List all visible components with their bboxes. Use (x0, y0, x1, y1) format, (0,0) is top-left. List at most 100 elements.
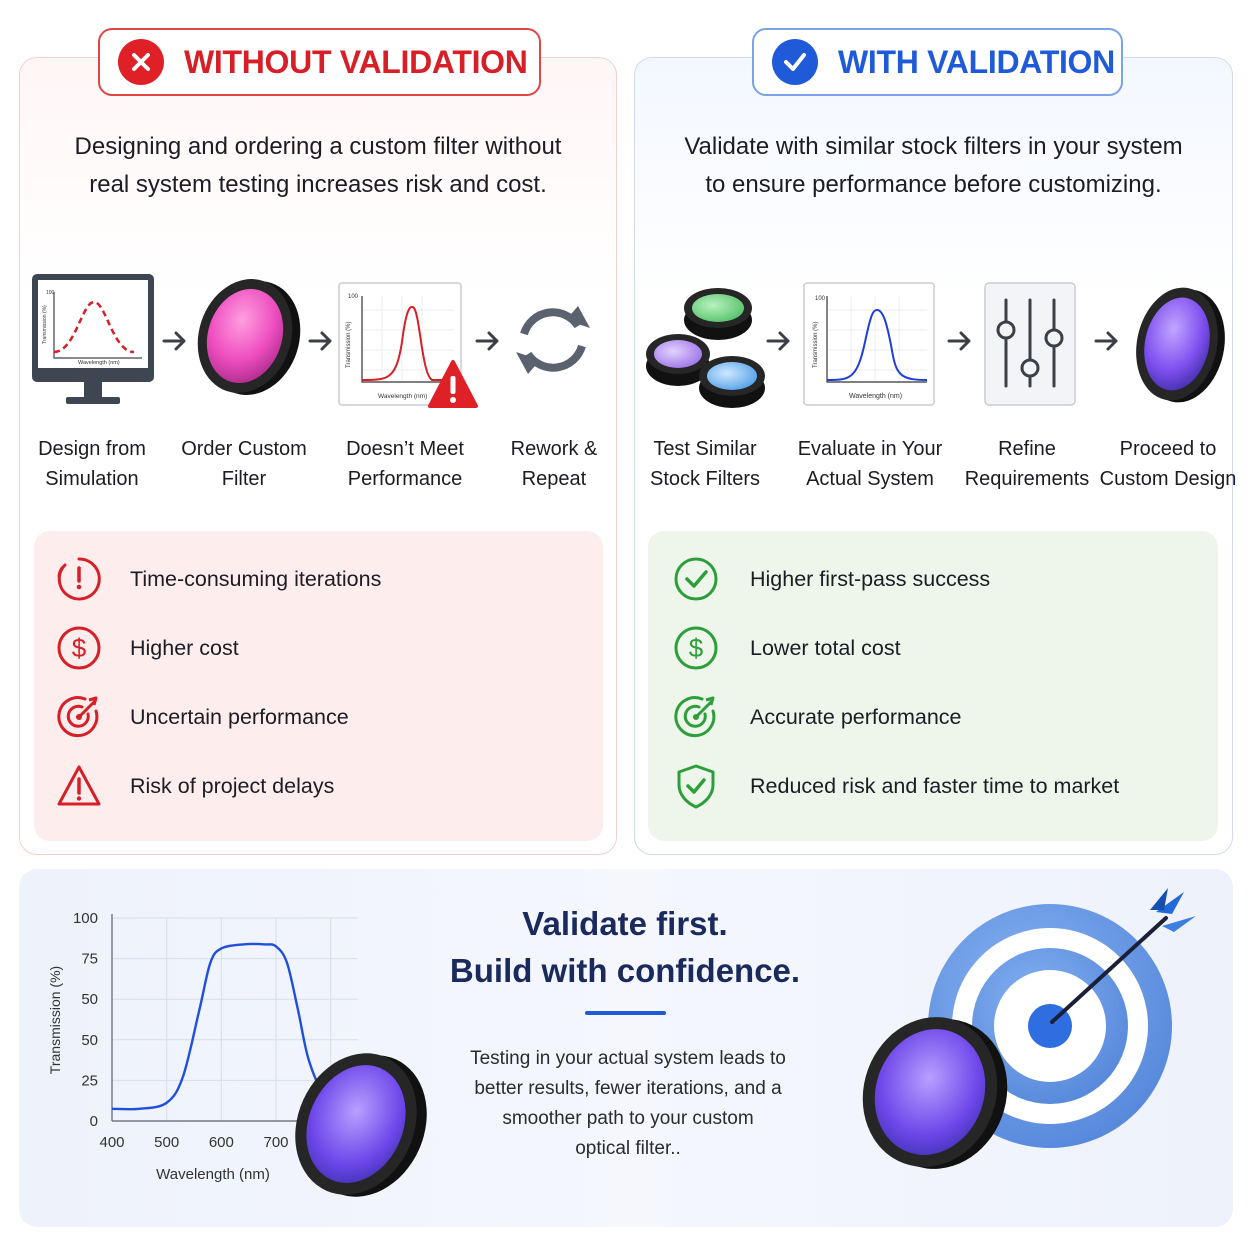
chart-xlabel: Wavelength (nm) (156, 1166, 270, 1183)
step-label-line: Performance (347, 468, 463, 490)
benefits-box (648, 531, 1218, 841)
arrow-right-icon (162, 331, 186, 351)
step-label-line: Requirements (964, 468, 1090, 490)
refresh-icon (516, 306, 590, 374)
step-evaluate-in-actual-system: Evaluate in Your Actual System (798, 434, 943, 494)
purple-filter-icon (862, 1017, 1008, 1169)
with-validation-badge: WITH VALIDATION (752, 28, 1123, 96)
x-tick-label: 700 (263, 1134, 288, 1151)
benefit-item: Reduced risk and faster time to market (673, 763, 1119, 809)
step-design-from-simulation: Design from Simulation (38, 434, 146, 494)
check-circle-icon (772, 39, 818, 85)
benefit-item: Accurate performance (673, 694, 962, 740)
purple-filter-icon (295, 1053, 427, 1197)
step-proceed-to-custom-design: Proceed to Custom Design (1100, 434, 1237, 494)
risk-item: Risk of project delays (56, 763, 334, 809)
mini-chart-ylabel: Transmission (%) (42, 305, 48, 344)
svg-text:$: $ (689, 633, 704, 663)
y-tick-label: 0 (90, 1113, 98, 1130)
mini-chart-ylabel: Transmission (%) (813, 322, 819, 368)
step-label-line: Filter (221, 468, 267, 490)
mini-chart-xlabel: Wavelength (nm) (78, 360, 120, 366)
sliders-icon (984, 282, 1076, 406)
step-label-line: Test Similar (653, 438, 757, 460)
stock-filters-icon (646, 288, 765, 408)
mini-chart-xlabel: Wavelength (nm) (849, 393, 902, 400)
mini-chart-ylabel: Transmission (%) (346, 322, 352, 368)
headline-validate-first: Validate first. (522, 905, 728, 942)
benefit-text: Accurate performance (750, 704, 962, 729)
monitor-icon: 100 Transmission (%) Wavelength (nm) (32, 274, 154, 404)
dollar-icon: $ (674, 626, 718, 670)
step-rework-and-repeat: Rework & Repeat (511, 434, 598, 494)
risk-item: Uncertain performance (56, 694, 349, 740)
svg-text:$: $ (72, 633, 87, 663)
step-order-custom-filter: Order Custom Filter (181, 434, 307, 494)
description-line: smoother path to your custom (502, 1108, 754, 1129)
y-tick-label: 50 (81, 991, 98, 1008)
warning-icon (57, 765, 101, 806)
step-label-line: Proceed to (1119, 438, 1217, 460)
risk-text: Time-consuming iterations (130, 566, 382, 591)
step-label-line: Evaluate in Your (797, 438, 943, 460)
subtitle-line: to ensure performance before customizing… (705, 171, 1162, 198)
arrow-right-icon (947, 331, 971, 351)
headline-build-with-confidence: Build with confidence. (449, 952, 801, 989)
benefit-text: Reduced risk and faster time to market (750, 773, 1120, 798)
description-line: Testing in your actual system leads to (470, 1048, 786, 1069)
step-label-line: Actual System (806, 468, 934, 490)
step-label-line: Repeat (521, 468, 587, 490)
arrow-right-icon (308, 331, 332, 351)
target-icon (674, 696, 716, 738)
check-circle-icon (674, 557, 718, 601)
step-test-similar-stock-filters: Test Similar Stock Filters (650, 434, 760, 494)
benefit-item: Higher first-pass success (673, 556, 990, 602)
arrow-right-icon (475, 331, 499, 351)
arrow-right-icon (1094, 331, 1118, 351)
pink-filter-icon (197, 279, 301, 395)
without-validation-badge: WITHOUT VALIDATION (98, 28, 541, 96)
custom-filter-icon (1136, 287, 1225, 403)
step-label-line: Stock Filters (649, 468, 761, 490)
mini-chart-tick: 100 (815, 296, 826, 302)
y-tick-label: 75 (81, 951, 98, 968)
mini-chart-tick: 100 (348, 294, 359, 300)
step-label-line: Simulation (45, 468, 139, 490)
step-label-line: Custom Design (1099, 468, 1237, 490)
risk-item: $ Higher cost (56, 625, 239, 671)
step-doesnt-meet-performance: Doesn’t Meet Performance (346, 434, 464, 494)
arrow-right-icon (766, 331, 790, 351)
description-line: optical filter.. (575, 1138, 681, 1159)
step-refine-requirements: Refine Requirements (965, 434, 1090, 494)
subtitle-line: Validate with similar stock filters in y… (684, 133, 1183, 160)
chart-ylabel: Transmission (%) (47, 966, 63, 1074)
y-tick-label: 50 (81, 1032, 98, 1049)
step-label-line: Doesn’t Meet (346, 438, 464, 460)
dollar-icon: $ (57, 626, 101, 670)
headline-divider (585, 1011, 666, 1015)
risks-box (34, 531, 603, 841)
warning-icon (428, 360, 478, 408)
subtitle-line: Designing and ordering a custom filter w… (74, 133, 562, 160)
subtitle-line: real system testing increases risk and c… (89, 171, 547, 198)
mini-chart-xlabel: Wavelength (nm) (378, 393, 427, 400)
target-with-arrow-icon (928, 888, 1196, 1148)
description-line: better results, fewer iterations, and a (474, 1078, 782, 1099)
without-validation-title: WITHOUT VALIDATION (184, 43, 528, 80)
without-validation-subtitle: Designing and ordering a custom filter w… (19, 128, 617, 204)
x-circle-icon (118, 39, 164, 85)
mini-chart-tick: 100 (46, 290, 55, 296)
risk-text: Higher cost (130, 635, 239, 660)
benefit-item: $ Lower total cost (673, 625, 901, 671)
clock-icon (57, 557, 101, 601)
step-label-line: Rework & (510, 438, 598, 460)
system-evaluation-chart: 100 Transmission (%) Wavelength (nm) (803, 282, 935, 406)
y-tick-label: 100 (73, 910, 98, 927)
step-label-line: Refine (998, 438, 1056, 460)
x-tick-label: 500 (154, 1134, 179, 1151)
failed-performance-chart: 100 Transmission (%) Wavelength (nm) (338, 282, 478, 408)
shield-check-icon (677, 764, 715, 809)
benefit-text: Higher first-pass success (750, 566, 991, 591)
x-tick-label: 600 (209, 1134, 234, 1151)
step-label-line: Order Custom (181, 438, 307, 460)
